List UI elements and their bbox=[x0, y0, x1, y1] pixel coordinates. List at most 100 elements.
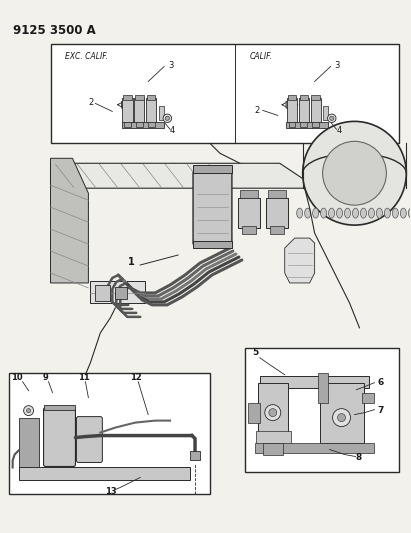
Bar bbox=[115, 287, 127, 299]
Circle shape bbox=[330, 116, 334, 120]
Bar bbox=[299, 98, 309, 122]
Polygon shape bbox=[286, 101, 298, 108]
FancyBboxPatch shape bbox=[193, 171, 232, 245]
Circle shape bbox=[332, 409, 351, 426]
Bar bbox=[260, 376, 369, 387]
Polygon shape bbox=[51, 158, 88, 283]
Bar bbox=[136, 122, 143, 127]
Bar bbox=[190, 450, 200, 461]
Text: 13: 13 bbox=[105, 487, 117, 496]
Bar bbox=[135, 95, 143, 100]
Bar bbox=[270, 226, 284, 234]
Text: 1: 1 bbox=[128, 257, 135, 267]
Bar bbox=[193, 241, 232, 248]
Bar bbox=[287, 98, 297, 122]
Text: CALIF.: CALIF. bbox=[250, 52, 273, 61]
Bar bbox=[9, 373, 210, 495]
Polygon shape bbox=[18, 467, 190, 480]
Ellipse shape bbox=[297, 208, 302, 218]
Text: 2: 2 bbox=[88, 99, 94, 108]
Text: 4: 4 bbox=[170, 126, 175, 135]
Circle shape bbox=[165, 116, 169, 120]
Polygon shape bbox=[122, 101, 134, 108]
Text: 3: 3 bbox=[168, 61, 173, 69]
Text: 5: 5 bbox=[252, 348, 258, 357]
Bar bbox=[122, 98, 133, 122]
Bar bbox=[263, 442, 283, 455]
Bar bbox=[159, 107, 164, 120]
Circle shape bbox=[323, 141, 386, 205]
Ellipse shape bbox=[337, 208, 342, 218]
Bar bbox=[123, 95, 132, 100]
Text: 10: 10 bbox=[11, 373, 22, 382]
Text: 11: 11 bbox=[79, 373, 90, 382]
Bar bbox=[286, 122, 328, 128]
Bar bbox=[146, 98, 156, 122]
Circle shape bbox=[23, 406, 34, 416]
Bar bbox=[134, 98, 144, 122]
Bar bbox=[245, 348, 399, 472]
Text: 4: 4 bbox=[337, 126, 342, 135]
Bar bbox=[300, 95, 308, 100]
Ellipse shape bbox=[360, 208, 367, 218]
Ellipse shape bbox=[384, 208, 390, 218]
Circle shape bbox=[265, 405, 281, 421]
Ellipse shape bbox=[328, 208, 335, 218]
Bar bbox=[320, 383, 365, 442]
Ellipse shape bbox=[376, 208, 382, 218]
Bar bbox=[312, 95, 320, 100]
Text: 8: 8 bbox=[356, 454, 362, 463]
Bar bbox=[268, 190, 286, 198]
Bar bbox=[248, 402, 260, 423]
Polygon shape bbox=[285, 238, 315, 283]
Text: 6: 6 bbox=[377, 378, 383, 386]
Bar bbox=[312, 122, 319, 127]
Bar bbox=[311, 98, 321, 122]
Ellipse shape bbox=[305, 208, 311, 218]
Text: 12: 12 bbox=[130, 373, 142, 382]
Bar bbox=[242, 226, 256, 234]
Circle shape bbox=[302, 122, 406, 225]
Ellipse shape bbox=[344, 208, 351, 218]
Bar bbox=[256, 431, 291, 445]
Text: 9: 9 bbox=[43, 373, 48, 382]
Circle shape bbox=[328, 114, 336, 123]
Bar bbox=[193, 165, 232, 173]
Ellipse shape bbox=[393, 208, 398, 218]
Bar bbox=[147, 95, 155, 100]
Text: 7: 7 bbox=[377, 406, 384, 415]
Polygon shape bbox=[51, 163, 309, 188]
Circle shape bbox=[269, 409, 277, 417]
Ellipse shape bbox=[408, 208, 411, 218]
Circle shape bbox=[337, 414, 346, 422]
Bar bbox=[95, 285, 110, 301]
Text: 2: 2 bbox=[255, 107, 260, 116]
Bar bbox=[288, 95, 296, 100]
Bar bbox=[258, 383, 288, 433]
Bar bbox=[240, 190, 258, 198]
Circle shape bbox=[27, 409, 30, 413]
Bar bbox=[18, 417, 39, 467]
Bar bbox=[363, 393, 374, 402]
Bar bbox=[90, 281, 145, 303]
Text: 9125 3500 A: 9125 3500 A bbox=[13, 23, 95, 37]
Ellipse shape bbox=[368, 208, 374, 218]
FancyBboxPatch shape bbox=[76, 417, 102, 463]
Bar bbox=[148, 122, 155, 127]
Bar bbox=[323, 107, 328, 120]
Bar bbox=[300, 122, 307, 127]
Bar bbox=[255, 442, 374, 453]
Text: EXC. CALIF.: EXC. CALIF. bbox=[65, 52, 109, 61]
Text: 3: 3 bbox=[335, 61, 340, 69]
Ellipse shape bbox=[321, 208, 327, 218]
Ellipse shape bbox=[353, 208, 358, 218]
Bar bbox=[122, 122, 164, 128]
Bar bbox=[51, 44, 399, 143]
Circle shape bbox=[163, 114, 171, 123]
Bar bbox=[44, 405, 76, 410]
Bar bbox=[124, 122, 131, 127]
Bar bbox=[238, 198, 260, 228]
Ellipse shape bbox=[400, 208, 406, 218]
Bar bbox=[289, 122, 296, 127]
Bar bbox=[266, 198, 288, 228]
